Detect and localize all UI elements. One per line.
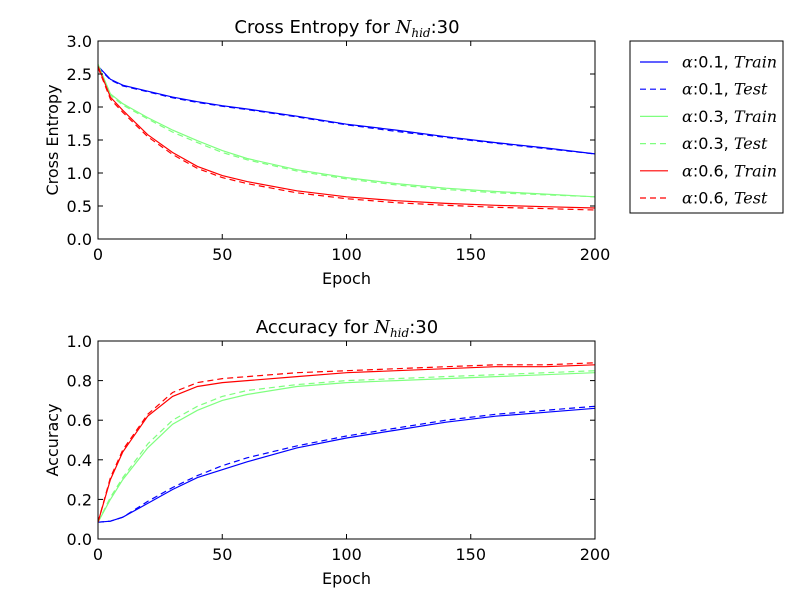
y-tick-label: 3.0 bbox=[67, 32, 92, 51]
x-tick-label: 200 bbox=[580, 245, 611, 264]
x-tick-label: 0 bbox=[93, 245, 103, 264]
y-tick-label: 0.2 bbox=[67, 490, 92, 509]
legend-label: α:0.6, Test bbox=[682, 189, 768, 208]
y-tick-label: 0.4 bbox=[67, 451, 92, 470]
series-alpha-0.3-test bbox=[97, 65, 596, 198]
series-alpha-0.6-test bbox=[97, 362, 596, 523]
y-tick-label: 0.8 bbox=[67, 372, 92, 391]
legend-frame bbox=[629, 40, 784, 214]
legend-label: α:0.1, Test bbox=[682, 80, 768, 99]
legend-item: α:0.3, Train bbox=[640, 107, 777, 126]
cross-entropy-chart: Cross Entropy for Nhid:30 0 50 100 150 200 0.… bbox=[43, 17, 610, 288]
y-axis-label: Cross Entropy bbox=[43, 84, 62, 195]
x-tick-label: 150 bbox=[455, 245, 486, 264]
legend-item: α:0.1, Train bbox=[640, 53, 777, 72]
legend-item: α:0.6, Train bbox=[640, 161, 777, 180]
x-tick-label: 150 bbox=[455, 545, 486, 564]
series-alpha-0.1-train bbox=[97, 407, 596, 523]
chart-title: Cross Entropy for Nhid:30 bbox=[234, 17, 459, 40]
series-alpha-0.1-train bbox=[97, 65, 596, 155]
series-alpha-0.1-test bbox=[97, 66, 596, 155]
x-tick-label: 100 bbox=[331, 245, 362, 264]
y-tick-label: 0.0 bbox=[67, 230, 92, 249]
x-tick-label: 0 bbox=[93, 545, 103, 564]
series-alpha-0.6-test bbox=[97, 67, 596, 211]
legend-label: α:0.1, Train bbox=[682, 53, 777, 72]
legend-item: α:0.1, Test bbox=[640, 80, 768, 99]
x-axis-label: Epoch bbox=[322, 269, 371, 288]
legend: α:0.1, Train α:0.1, Test α:0.3, Train α:0.3… bbox=[629, 40, 784, 214]
series-alpha-0.3-train bbox=[97, 63, 596, 198]
y-tick-label: 1.5 bbox=[67, 131, 92, 150]
y-tick-label: 2.0 bbox=[67, 98, 92, 117]
plot-frame bbox=[97, 340, 596, 540]
x-tick-label: 50 bbox=[212, 245, 232, 264]
legend-item: α:0.3, Test bbox=[640, 134, 768, 153]
y-tick-label: 0.5 bbox=[67, 197, 92, 216]
y-tick-label: 2.5 bbox=[67, 65, 92, 84]
legend-label: α:0.3, Train bbox=[682, 107, 777, 126]
legend-label: α:0.6, Train bbox=[682, 161, 777, 180]
chart-title: Accuracy for Nhid:30 bbox=[256, 317, 438, 340]
y-tick-label: 0.6 bbox=[67, 411, 92, 430]
series-alpha-0.3-train bbox=[97, 372, 596, 523]
y-tick-label: 1.0 bbox=[67, 332, 92, 351]
x-axis-label: Epoch bbox=[322, 569, 371, 588]
x-tick-label: 200 bbox=[580, 545, 611, 564]
legend-item: α:0.6, Test bbox=[640, 189, 768, 208]
y-tick-label: 1.0 bbox=[67, 164, 92, 183]
accuracy-chart: Accuracy for Nhid:30 0 50 100 150 200 0.0 0.2 0… bbox=[43, 317, 610, 588]
y-tick-label: 0.0 bbox=[67, 530, 92, 549]
x-tick-label: 50 bbox=[212, 545, 232, 564]
series-alpha-0.6-train bbox=[97, 364, 596, 523]
legend-label: α:0.3, Test bbox=[682, 134, 768, 153]
series-alpha-0.6-train bbox=[97, 65, 596, 209]
plot-frame bbox=[97, 40, 596, 240]
x-tick-label: 100 bbox=[331, 545, 362, 564]
y-axis-label: Accuracy bbox=[43, 403, 62, 476]
series-alpha-0.3-test bbox=[97, 370, 596, 523]
series-alpha-0.1-test bbox=[97, 405, 596, 523]
